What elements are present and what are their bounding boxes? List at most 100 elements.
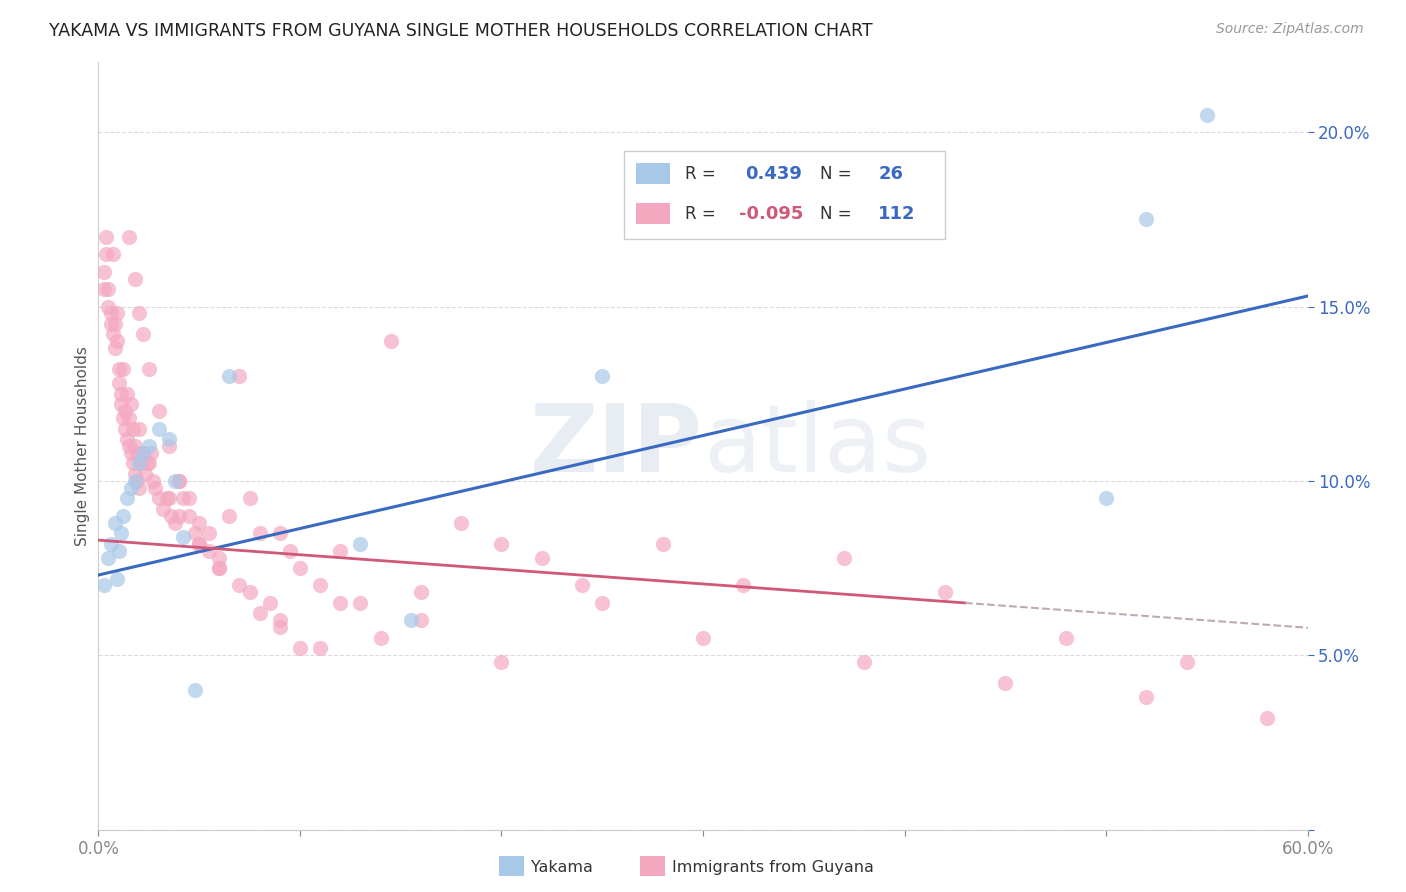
Point xyxy=(101,247,124,261)
Text: Immigrants from Guyana: Immigrants from Guyana xyxy=(672,860,875,874)
Point xyxy=(651,536,673,550)
Point xyxy=(167,474,190,488)
Point xyxy=(124,271,146,285)
Text: 112: 112 xyxy=(879,204,915,223)
Point xyxy=(163,474,186,488)
Point xyxy=(198,543,221,558)
Point xyxy=(184,526,207,541)
Point xyxy=(692,631,714,645)
Point xyxy=(239,491,262,506)
Text: N =: N = xyxy=(820,204,858,223)
Point xyxy=(208,561,231,575)
Text: YAKAMA VS IMMIGRANTS FROM GUYANA SINGLE MOTHER HOUSEHOLDS CORRELATION CHART: YAKAMA VS IMMIGRANTS FROM GUYANA SINGLE … xyxy=(49,22,873,40)
Point xyxy=(93,578,115,592)
Point xyxy=(409,613,432,627)
Point xyxy=(491,655,513,669)
Point xyxy=(733,578,755,592)
Point xyxy=(179,508,201,523)
Point xyxy=(148,404,170,418)
Point xyxy=(101,327,124,342)
Text: Source: ZipAtlas.com: Source: ZipAtlas.com xyxy=(1216,22,1364,37)
Point xyxy=(129,457,152,471)
Point xyxy=(120,397,142,411)
Point xyxy=(110,386,132,401)
Point xyxy=(124,474,146,488)
Point xyxy=(269,526,291,541)
Point xyxy=(994,676,1017,690)
Point xyxy=(1135,690,1157,704)
Point xyxy=(148,421,170,435)
Point xyxy=(134,467,156,481)
Point xyxy=(160,508,183,523)
Point xyxy=(138,439,160,453)
Text: R =: R = xyxy=(685,165,721,183)
Point xyxy=(96,229,118,244)
Point xyxy=(184,683,207,698)
Point xyxy=(1095,491,1118,506)
Text: ZIP: ZIP xyxy=(530,400,703,492)
Point xyxy=(156,491,179,506)
Point xyxy=(380,334,402,349)
Point xyxy=(138,362,160,376)
Point xyxy=(103,342,125,356)
Point xyxy=(105,334,128,349)
Point xyxy=(832,550,855,565)
Point xyxy=(259,596,281,610)
Point xyxy=(172,491,194,506)
Text: atlas: atlas xyxy=(703,400,931,492)
Point xyxy=(100,317,122,331)
Bar xyxy=(637,202,671,224)
Point xyxy=(591,369,613,384)
Y-axis label: Single Mother Households: Single Mother Households xyxy=(75,346,90,546)
Point xyxy=(118,411,141,425)
Point xyxy=(188,516,211,530)
Point xyxy=(93,282,115,296)
Point xyxy=(167,508,190,523)
Point xyxy=(228,578,250,592)
Point xyxy=(103,317,125,331)
FancyBboxPatch shape xyxy=(624,151,945,239)
Point xyxy=(228,369,250,384)
Point xyxy=(167,474,190,488)
Point xyxy=(118,439,141,453)
Bar xyxy=(637,163,671,185)
Point xyxy=(132,327,155,342)
Point xyxy=(115,386,138,401)
Point xyxy=(491,536,513,550)
Point xyxy=(132,446,155,460)
Point xyxy=(110,526,132,541)
Point xyxy=(163,516,186,530)
Point xyxy=(103,516,125,530)
Point xyxy=(128,421,150,435)
Point xyxy=(100,536,122,550)
Point xyxy=(125,446,148,460)
Point xyxy=(111,362,134,376)
Point xyxy=(399,613,422,627)
Point xyxy=(269,620,291,634)
Point xyxy=(115,432,138,446)
Point xyxy=(288,561,311,575)
Point xyxy=(208,550,231,565)
Point xyxy=(1175,655,1198,669)
Point xyxy=(1256,711,1278,725)
Point xyxy=(591,596,613,610)
Point xyxy=(96,247,118,261)
Text: N =: N = xyxy=(820,165,858,183)
Point xyxy=(128,457,150,471)
Point xyxy=(329,543,352,558)
Point xyxy=(128,306,150,320)
Point xyxy=(105,572,128,586)
Point xyxy=(349,536,371,550)
Point xyxy=(97,550,120,565)
Point xyxy=(249,526,271,541)
Point xyxy=(188,536,211,550)
Point xyxy=(120,481,142,495)
Point xyxy=(198,526,221,541)
Point xyxy=(172,530,194,544)
Point xyxy=(157,491,180,506)
Text: 0.439: 0.439 xyxy=(745,165,803,183)
Point xyxy=(114,421,136,435)
Point xyxy=(107,376,129,391)
Point xyxy=(409,585,432,599)
Point xyxy=(329,596,352,610)
